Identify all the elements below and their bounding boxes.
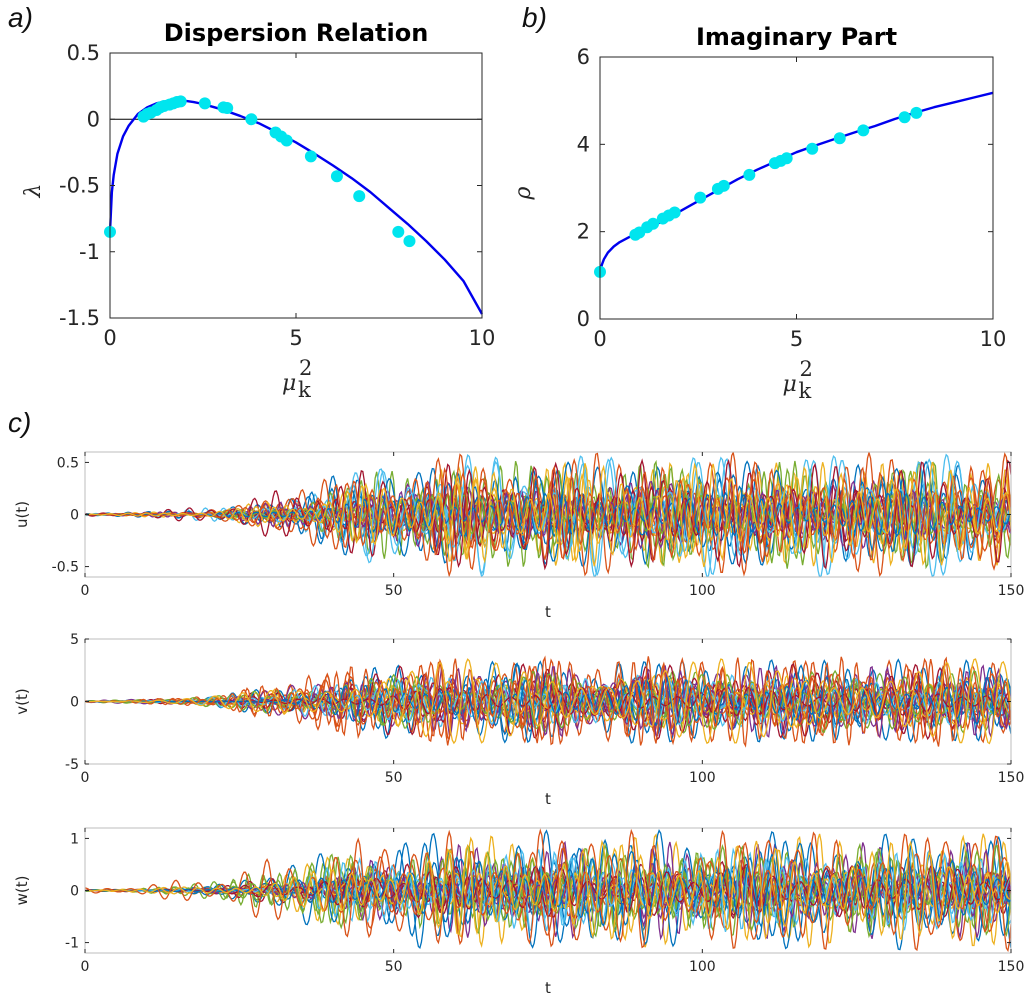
x-axis-label-subscript: k <box>298 378 311 402</box>
plot-area <box>600 57 993 319</box>
x-axis-label: t <box>545 603 551 621</box>
data-point <box>668 206 681 219</box>
x-tick-label: 100 <box>689 583 716 599</box>
x-tick-label: 100 <box>689 770 716 786</box>
data-point <box>330 170 343 183</box>
x-tick-label: 0 <box>81 770 90 786</box>
y-tick-label: 0.5 <box>57 455 79 471</box>
x-tick-label: 0 <box>81 959 90 975</box>
x-axis-label: t <box>545 790 551 808</box>
x-axis-label: μ <box>282 371 296 396</box>
series-line <box>85 839 1011 942</box>
x-tick-label: 0 <box>103 326 116 350</box>
data-point <box>857 124 870 137</box>
data-point <box>403 235 416 248</box>
y-tick-label: 5 <box>70 632 79 648</box>
series-line <box>85 658 1011 745</box>
data-point <box>910 106 923 119</box>
data-point <box>647 217 660 230</box>
y-tick-label: 0 <box>70 884 79 900</box>
data-point <box>221 101 234 114</box>
data-point <box>694 191 707 204</box>
x-axis-label-subscript: k <box>799 379 812 403</box>
series-group <box>85 655 1011 748</box>
x-tick-label: 10 <box>980 327 1007 351</box>
data-point <box>353 190 366 203</box>
x-tick-label: 10 <box>469 326 496 350</box>
x-tick-label: 100 <box>689 959 716 975</box>
series-line <box>85 461 1011 568</box>
x-tick-label: 50 <box>385 770 403 786</box>
x-axis-label: t <box>545 979 551 997</box>
y-axis-label: v(t) <box>13 688 31 714</box>
series-line <box>85 852 1011 928</box>
series-line <box>85 464 1011 563</box>
y-tick-label: 0.5 <box>67 41 100 65</box>
series-line <box>85 672 1011 731</box>
y-tick-label: -1 <box>65 936 79 952</box>
y-tick-label: 6 <box>577 45 590 69</box>
x-tick-label: 50 <box>385 583 403 599</box>
chart-title: Imaginary Part <box>696 23 897 51</box>
y-tick-label: 0 <box>577 307 590 331</box>
x-axis-label-superscript: 2 <box>299 356 312 380</box>
y-tick-label: 0 <box>87 107 100 131</box>
data-point <box>392 225 405 238</box>
data-point <box>833 132 846 145</box>
data-point <box>245 113 258 126</box>
y-tick-label: -1 <box>79 240 100 264</box>
plot-area <box>110 53 482 318</box>
x-tick-label: 5 <box>790 327 803 351</box>
x-tick-label: 0 <box>81 583 90 599</box>
data-point <box>304 150 317 163</box>
y-axis-label: w(t) <box>13 876 31 906</box>
chart-title: Dispersion Relation <box>164 19 429 47</box>
u-time-series-chart: 0 50 100 150-0.500.5tu(t) <box>13 451 1025 621</box>
dispersion-relation-chart: 0 5 10 -1.5 -1 -0.5 0 0.5 Dispersion Relation μ k2… <box>21 19 495 402</box>
y-tick-label: 2 <box>577 220 590 244</box>
x-tick-label: 5 <box>289 326 302 350</box>
series-line <box>85 842 1011 939</box>
data-point <box>806 142 819 155</box>
x-tick-label: 150 <box>998 583 1025 599</box>
x-tick-label: 150 <box>998 770 1025 786</box>
series-group <box>85 828 1011 953</box>
y-tick-label: -5 <box>65 757 79 773</box>
data-point <box>280 134 293 147</box>
data-point <box>898 111 911 124</box>
y-axis-label: λ <box>21 184 46 199</box>
data-point <box>174 95 187 108</box>
y-tick-label: 0 <box>70 508 79 524</box>
y-axis-label: u(t) <box>13 501 31 528</box>
data-point <box>717 179 730 192</box>
panel-label-a: a) <box>8 2 33 33</box>
panel-label-b: b) <box>522 2 547 33</box>
x-tick-label: 150 <box>998 959 1025 975</box>
x-tick-label: 50 <box>385 959 403 975</box>
data-point <box>743 168 756 181</box>
x-axis-label-superscript: 2 <box>800 357 813 381</box>
series-line <box>108 99 484 315</box>
data-point <box>780 152 793 165</box>
x-tick-label: 0 <box>593 327 606 351</box>
panel-label-c: c) <box>8 407 31 438</box>
y-tick-label: -0.5 <box>59 174 100 198</box>
series-line <box>85 491 1011 538</box>
y-tick-label: 4 <box>577 132 590 156</box>
data-point <box>198 97 211 110</box>
y-tick-label: -0.5 <box>52 560 79 576</box>
series-line <box>85 655 1011 748</box>
series-line <box>85 492 1011 537</box>
y-tick-label: -1.5 <box>59 306 100 330</box>
y-tick-label: 0 <box>70 695 79 711</box>
series-line <box>85 828 1011 953</box>
x-axis-label: μ <box>783 372 797 397</box>
y-tick-label: 1 <box>70 831 79 847</box>
y-axis-label: ρ <box>511 186 536 200</box>
series-group <box>85 452 1011 577</box>
